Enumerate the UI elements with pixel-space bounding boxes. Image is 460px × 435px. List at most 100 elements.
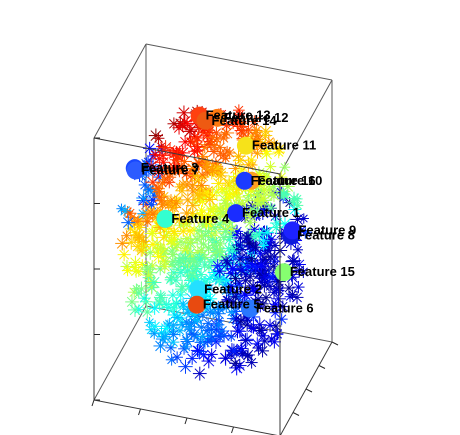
cloud-point	[177, 298, 189, 310]
cloud-point	[254, 324, 266, 336]
feature-label: Feature 5	[203, 297, 261, 312]
cloud-point	[248, 240, 263, 255]
cloud-point	[161, 170, 177, 185]
cloud-point	[229, 357, 242, 370]
cloud-point	[158, 260, 172, 274]
cloud-point	[121, 230, 133, 242]
cloud-point	[160, 165, 174, 179]
feature-label: Feature 10	[257, 173, 322, 188]
cloud-point	[192, 366, 207, 381]
feature-label: Feature 15	[290, 264, 355, 279]
cloud-point	[166, 288, 180, 302]
x-tick	[184, 417, 188, 425]
cloud-point	[214, 146, 227, 160]
cloud-point	[227, 245, 239, 257]
cloud-point	[256, 191, 270, 205]
cloud-point	[233, 324, 247, 338]
cloud-point	[251, 230, 262, 241]
cloud-point	[218, 224, 233, 239]
feature-point	[283, 221, 302, 240]
cloud-point	[140, 305, 154, 319]
cloud-point	[275, 171, 288, 184]
cloud-point	[199, 160, 213, 173]
cloud-point	[211, 329, 227, 344]
cloud-point	[233, 231, 248, 245]
cloud-point	[251, 206, 262, 217]
cloud-point	[258, 172, 272, 186]
cloud-point	[176, 119, 189, 132]
cloud-point	[144, 226, 160, 241]
cloud-point	[249, 192, 265, 208]
cloud-point	[228, 272, 243, 286]
cloud-point	[185, 198, 200, 213]
cloud-point	[166, 244, 179, 257]
cloud-point	[283, 282, 295, 294]
cloud-point	[223, 188, 236, 201]
cloud-point	[246, 323, 257, 334]
cloud-point	[117, 248, 131, 262]
cloud-point	[195, 269, 207, 280]
cloud-point	[166, 300, 181, 316]
cloud-point	[175, 236, 187, 247]
cloud-point	[178, 359, 193, 374]
cloud-point	[169, 273, 183, 287]
cloud-point	[132, 231, 146, 244]
box-edge	[93, 137, 281, 175]
box-edge	[145, 43, 333, 81]
feature-point	[274, 263, 293, 282]
cloud-point	[156, 155, 171, 170]
cloud-point	[150, 181, 164, 195]
cloud-point	[243, 215, 258, 230]
cloud-point	[279, 190, 290, 201]
cloud-point	[226, 343, 242, 359]
cloud-point	[136, 190, 152, 206]
cloud-point	[180, 333, 193, 346]
cloud-point	[263, 183, 275, 195]
cloud-point	[166, 237, 179, 250]
cloud-point	[167, 328, 180, 341]
feature-point	[189, 280, 208, 299]
cloud-point	[267, 335, 282, 349]
cloud-point	[255, 141, 267, 153]
feature-label: Feature 4	[171, 211, 230, 226]
cloud-point	[191, 246, 204, 259]
x-tick	[138, 408, 141, 416]
cloud-point	[152, 132, 165, 145]
feature-point	[227, 204, 246, 223]
cloud-point	[213, 244, 226, 258]
feature-label: Feature 3	[141, 160, 199, 175]
cloud-point	[219, 273, 235, 288]
feature-point	[240, 299, 259, 318]
axis-ticks	[91, 137, 339, 434]
cloud-point	[272, 142, 286, 156]
cloud-point	[177, 225, 190, 238]
cloud-point	[196, 205, 207, 216]
cloud-point	[178, 135, 192, 149]
cloud-point	[158, 330, 172, 344]
cloud-point	[185, 269, 199, 282]
cloud-point	[191, 131, 205, 145]
cloud-point	[210, 306, 226, 322]
cloud-point	[292, 280, 305, 294]
cloud-point	[242, 350, 253, 362]
cloud-point	[235, 243, 249, 256]
cloud-point	[135, 244, 148, 257]
cloud-point	[201, 224, 216, 239]
cloud-point	[237, 333, 253, 349]
cloud-point	[146, 237, 160, 251]
cloud-point	[211, 259, 225, 273]
cloud-point	[182, 319, 197, 334]
cloud-point	[221, 293, 236, 309]
feature-label: Feature 12	[223, 110, 288, 125]
box-edge	[279, 341, 333, 435]
cloud-point	[258, 240, 269, 251]
cloud-point	[219, 352, 232, 364]
cloud-point	[292, 199, 304, 211]
cloud-point	[190, 143, 205, 157]
feature-label: Feature 9	[298, 222, 356, 237]
box-edge	[93, 43, 147, 139]
cloud-point	[174, 282, 189, 297]
cloud-point	[142, 183, 155, 196]
feature-label: Feature 13	[206, 108, 271, 123]
cloud-point	[149, 149, 161, 161]
